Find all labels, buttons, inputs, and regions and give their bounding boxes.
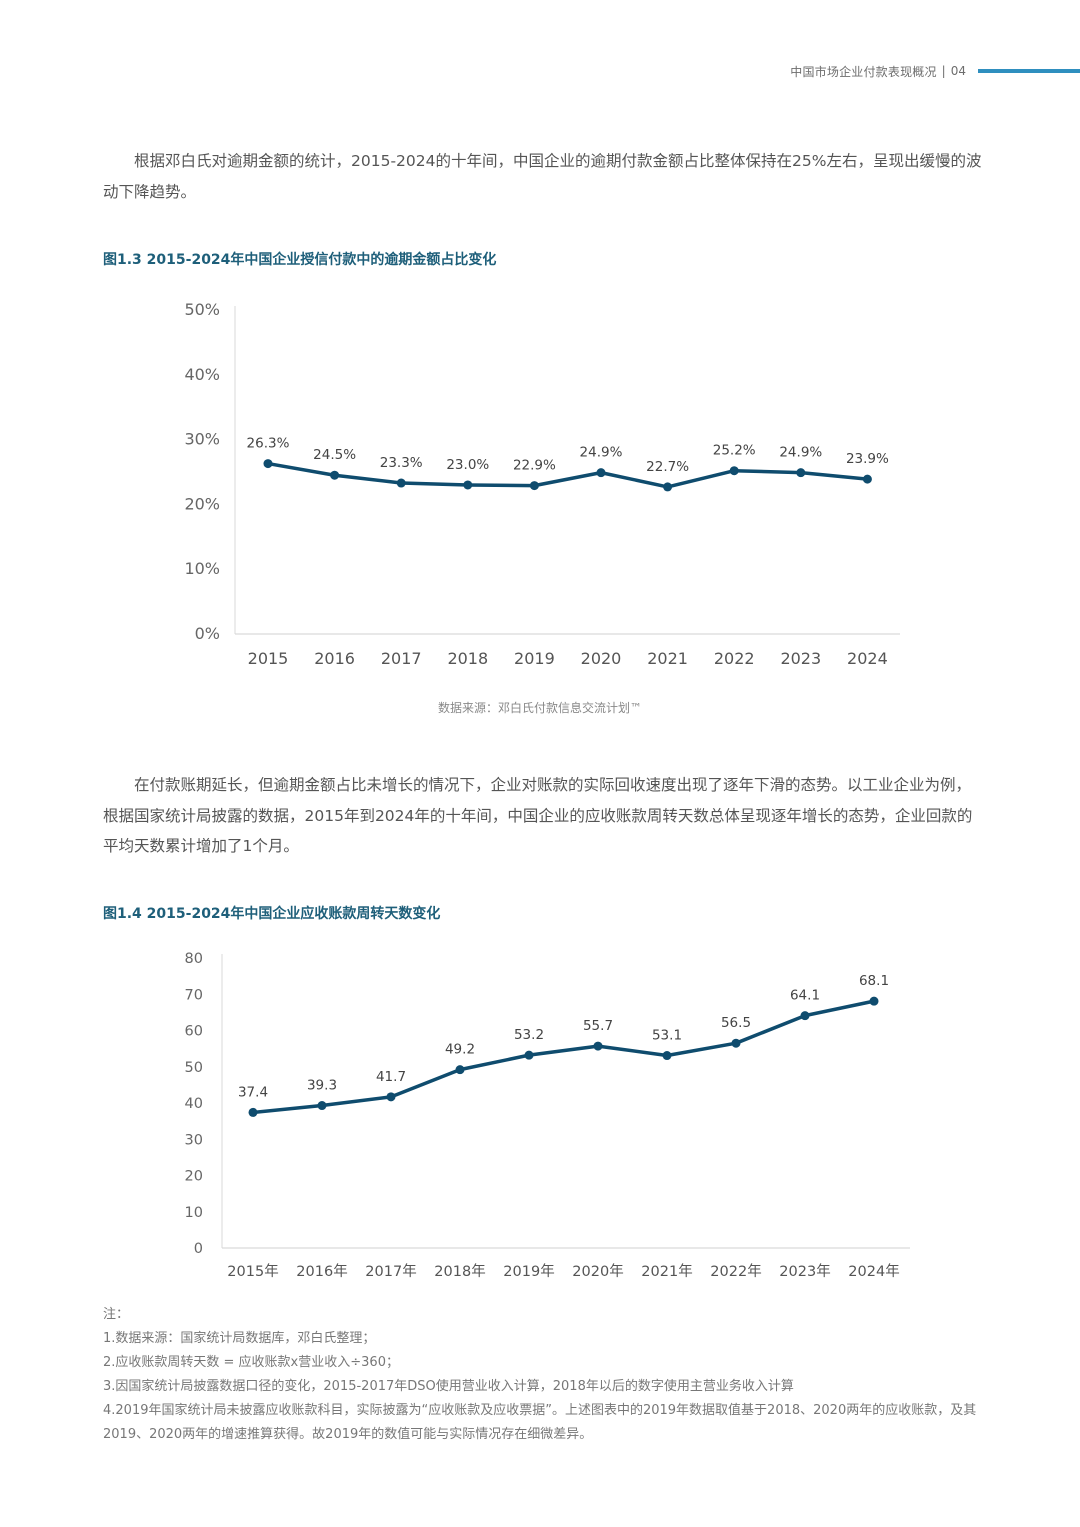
section-title: 中国市场企业付款表现概况 [790, 64, 937, 79]
data-label: 68.1 [859, 973, 889, 989]
data-point [330, 470, 340, 480]
dso-days-line-chart: 0 10 20 30 40 50 60 70 80 2015年 2016年 2017年 2018年 201… [185, 951, 910, 1280]
y-tick-label: 10 [185, 1205, 203, 1221]
x-tick-label: 2024年 [848, 1263, 899, 1280]
x-tick-label: 2023年 [779, 1263, 830, 1280]
y-tick-label: 40 [185, 1096, 203, 1112]
data-point [396, 478, 406, 488]
data-label: 53.1 [652, 1028, 682, 1044]
data-label: 23.3% [380, 455, 423, 471]
data-point [386, 1092, 396, 1102]
x-tick-label: 2018年 [434, 1263, 485, 1280]
x-tick-label: 2015年 [227, 1263, 278, 1280]
y-tick-label: 70 [185, 987, 203, 1003]
page-header: 中国市场企业付款表现概况 | 04 [790, 62, 1080, 80]
x-tick-label: 2016年 [296, 1263, 347, 1280]
x-tick-label: 2018 [447, 649, 488, 668]
figure-1-4-title: 图1.4 2015-2024年中国企业应收账款周转天数变化 [103, 906, 441, 922]
x-tick-label: 2019年 [503, 1263, 554, 1280]
data-label: 24.5% [313, 447, 356, 463]
x-tick-label: 2017年 [365, 1263, 416, 1280]
header-separator: | [941, 64, 946, 78]
data-point [529, 481, 539, 491]
y-tick-label: 60 [185, 1024, 203, 1040]
overdue-ratio-line-chart: 0% 10% 20% 30% 40% 50% 2015 2016 2017 2018 2019 202… [184, 300, 900, 668]
y-tick-label: 0 [194, 1241, 203, 1257]
y-tick-label: 30 [185, 1132, 203, 1148]
x-tick-label: 2019 [514, 649, 555, 668]
data-label: 26.3% [247, 436, 290, 452]
data-point [593, 1041, 603, 1051]
note-line: 1.数据来源：国家统计局数据库，邓白氏整理； [103, 1331, 376, 1346]
data-label: 41.7 [376, 1069, 406, 1085]
data-point [263, 459, 273, 469]
x-tick-label: 2021 [647, 649, 688, 668]
y-tick-label: 10% [184, 559, 220, 578]
figure-1-3-title: 图1.3 2015-2024年中国企业授信付款中的逾期金额占比变化 [103, 252, 497, 268]
data-label: 25.2% [713, 443, 756, 459]
x-tick-label: 2020年 [572, 1263, 623, 1280]
y-tick-label: 30% [184, 430, 220, 449]
y-tick-label: 80 [185, 951, 203, 967]
data-label: 56.5 [721, 1015, 751, 1031]
y-tick-label: 20% [184, 494, 220, 513]
data-point [731, 1038, 741, 1048]
notes-heading: 注： [103, 1307, 130, 1322]
data-label: 24.9% [580, 445, 623, 461]
y-tick-label: 20 [185, 1169, 203, 1185]
series-line [251, 999, 876, 1115]
y-tick-label: 40% [184, 365, 220, 384]
y-tick-label: 50% [184, 300, 220, 319]
x-tick-label: 2015 [248, 649, 289, 668]
data-point [463, 480, 473, 490]
x-tick-label: 2020 [581, 649, 622, 668]
x-tick-label: 2023 [780, 649, 821, 668]
paragraph-text: 根据邓白氏对逾期金额的统计，2015-2024的十年间，中国企业的逾期付款金额占… [103, 152, 982, 201]
y-tick-label: 50 [185, 1060, 203, 1076]
note-line: 2.应收账款周转天数 = 应收账款x营业收入÷360； [103, 1355, 399, 1370]
data-point [317, 1101, 327, 1111]
data-label: 22.9% [513, 458, 556, 474]
data-point [596, 468, 606, 478]
note-line: 4.2019年国家统计局未披露应收账款科目，实际披露为“应收账款及应收票据”。上… [103, 1403, 977, 1442]
x-tick-label: 2021年 [641, 1263, 692, 1280]
x-tick-label: 2017 [381, 649, 422, 668]
data-point [455, 1065, 465, 1075]
data-label: 49.2 [445, 1042, 475, 1058]
data-label: 53.2 [514, 1027, 544, 1043]
data-label: 23.0% [446, 457, 489, 473]
x-tick-label: 2022年 [710, 1263, 761, 1280]
figure-1-3-source: 数据来源：邓白氏付款信息交流计划™ [437, 701, 642, 715]
header-accent-bar [978, 69, 1080, 73]
data-point [800, 1011, 810, 1021]
data-point [729, 466, 739, 476]
x-tick-label: 2016 [314, 649, 355, 668]
data-label: 23.9% [846, 451, 889, 467]
x-tick-label: 2024 [847, 649, 888, 668]
data-label: 24.9% [779, 445, 822, 461]
series-line [266, 461, 870, 489]
notes-section: 注： 1.数据来源：国家统计局数据库，邓白氏整理； 2.应收账款周转天数 = 应… [103, 1303, 983, 1447]
data-label: 39.3 [307, 1078, 337, 1094]
paragraph-text: 在付款账期延长，但逾期金额占比未增长的情况下，企业对账款的实际回收速度出现了逐年… [103, 776, 973, 855]
data-point [869, 996, 879, 1006]
data-point [663, 482, 673, 492]
page-number: 04 [950, 64, 966, 78]
data-point [796, 468, 806, 478]
note-line: 3.因国家统计局披露数据口径的变化，2015-2017年DSO使用营业收入计算，… [103, 1379, 794, 1394]
data-label: 64.1 [790, 988, 820, 1004]
data-point [524, 1050, 534, 1060]
data-point [862, 474, 872, 484]
x-tick-label: 2022 [714, 649, 755, 668]
data-label: 37.4 [238, 1084, 268, 1100]
paragraph-overdue-ratio: 根据邓白氏对逾期金额的统计，2015-2024的十年间，中国企业的逾期付款金额占… [103, 146, 983, 207]
paragraph-dso-trend: 在付款账期延长，但逾期金额占比未增长的情况下，企业对账款的实际回收速度出现了逐年… [103, 770, 983, 862]
data-label: 55.7 [583, 1018, 613, 1034]
data-label: 22.7% [646, 459, 689, 475]
data-point [248, 1107, 258, 1117]
data-point [662, 1051, 672, 1061]
y-tick-label: 0% [195, 624, 220, 643]
